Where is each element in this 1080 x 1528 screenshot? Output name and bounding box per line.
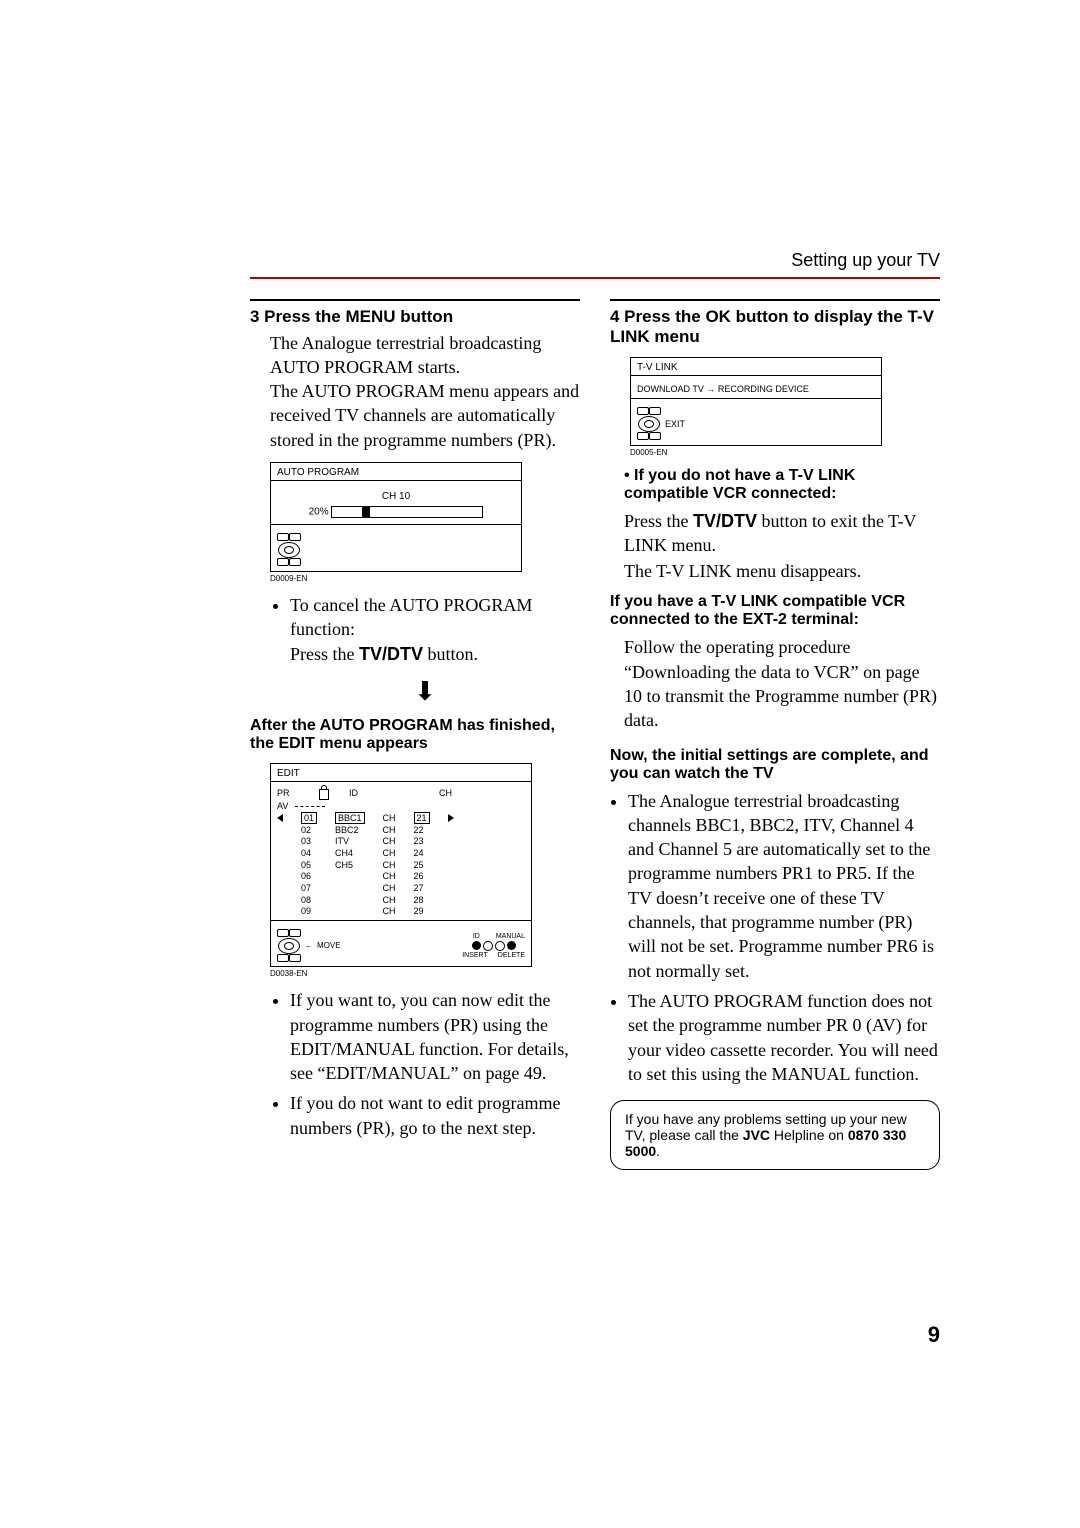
step3-body: The Analogue terrestrial broadcasting AU… (270, 331, 580, 452)
insert-label: INSERT (462, 952, 488, 959)
red-dot-icon (472, 941, 481, 950)
cancel-text: To cancel the AUTO PROGRAM function: (290, 595, 532, 639)
auto-program-osd: AUTO PROGRAM CH 10 20% (270, 462, 522, 572)
left-arrow-icon (277, 814, 283, 822)
note-l3: . (656, 1143, 660, 1159)
tv-dtv-button-label: TV/DTV (359, 644, 423, 664)
tvlink-caption: D0005-EN (630, 448, 940, 457)
yellow-dot-icon (495, 941, 505, 951)
cancel-suffix: button. (423, 644, 478, 664)
id-header: ID (349, 788, 379, 799)
ch-numbers: 21 22 23 24 25 26 27 28 29 (414, 813, 430, 918)
have-vcr-heading: If you have a T-V LINK compatible VCR co… (610, 593, 940, 629)
osd-percent-label: 20% (309, 507, 329, 518)
left-column: 3 Press the MENU button The Analogue ter… (250, 299, 580, 1170)
running-header: Setting up your TV (250, 250, 940, 271)
right-column: 4 Press the OK button to display the T-V… (610, 299, 940, 1170)
edit-osd-title: EDIT (271, 764, 531, 781)
cancel-prefix: Press the (290, 644, 359, 664)
edit-osd: EDIT PR ID CH AV 01 02 03 04 05 06 07 08… (270, 763, 532, 967)
exit-label: EXIT (665, 419, 685, 429)
complete-heading: Now, the initial settings are complete, … (610, 747, 940, 783)
manual-label: MANUAL (496, 933, 525, 940)
id-btn-label: ID (473, 933, 480, 940)
right-arrow-icon (448, 814, 454, 822)
tvlink-osd: T-V LINK DOWNLOAD TV → RECORDING DEVICE … (630, 357, 882, 446)
ok-ring-icon (278, 542, 300, 558)
step3-heading: 3 Press the MENU button (250, 307, 580, 327)
id-names: BBC1 BBC2 ITV CH4 CH5 (335, 813, 365, 918)
cancel-list: To cancel the AUTO PROGRAM function: Pre… (276, 593, 580, 666)
complete-b1: The Analogue terrestrial broadcasting ch… (628, 789, 940, 983)
green-dot-icon (483, 941, 493, 951)
tv-dtv-button-label: TV/DTV (693, 511, 757, 531)
page-number: 9 (928, 1322, 940, 1348)
blue-dot-icon (507, 941, 516, 950)
arrow-down-icon: ⬇ (270, 676, 580, 707)
have-vcr-body: Follow the operating procedure “Download… (624, 635, 940, 732)
nav-icon-row (271, 529, 521, 571)
move-label: MOVE (317, 941, 341, 950)
tvlink-title: T-V LINK (631, 358, 881, 375)
brand-label: JVC (743, 1127, 770, 1143)
edit-caption: D0038-EN (270, 969, 580, 978)
step-divider (250, 299, 580, 301)
av-label: AV (277, 801, 288, 811)
progress-bar (331, 506, 483, 518)
helpline-note: If you have any problems setting up your… (610, 1100, 940, 1170)
no-vcr-l1a: Press the (624, 511, 693, 531)
osd-channel-label: CH 10 (271, 491, 521, 502)
after-heading: After the AUTO PROGRAM has finished, the… (250, 717, 580, 753)
header-divider (250, 277, 940, 279)
ch-header: CH (439, 788, 452, 799)
step-divider (610, 299, 940, 301)
complete-bullets: The Analogue terrestrial broadcasting ch… (614, 789, 940, 1087)
pr-header: PR (277, 788, 299, 799)
pr-numbers: 01 02 03 04 05 06 07 08 09 (301, 813, 317, 918)
delete-label: DELETE (498, 952, 525, 959)
after-bullet-2: If you do not want to edit programme num… (290, 1091, 580, 1140)
no-vcr-heading: • If you do not have a T-V LINK compatib… (624, 467, 940, 503)
osd-title: AUTO PROGRAM (271, 463, 521, 480)
no-vcr-l2: The T-V LINK menu disappears. (624, 559, 940, 583)
osd-caption: D0009-EN (270, 574, 580, 583)
complete-b2: The AUTO PROGRAM function does not set t… (628, 989, 940, 1086)
ch-labels: CH CH CH CH CH CH CH CH CH (383, 813, 396, 918)
after-bullets: If you want to, you can now edit the pro… (276, 988, 580, 1140)
ok-ring-icon (278, 938, 300, 954)
after-bullet-1: If you want to, you can now edit the pro… (290, 988, 580, 1085)
ok-ring-icon (638, 416, 660, 432)
tvlink-line: DOWNLOAD TV → RECORDING DEVICE (631, 380, 881, 398)
lock-icon (319, 789, 329, 800)
note-l2: Helpline on (770, 1127, 848, 1143)
step4-heading: 4 Press the OK button to display the T-V… (610, 307, 940, 347)
